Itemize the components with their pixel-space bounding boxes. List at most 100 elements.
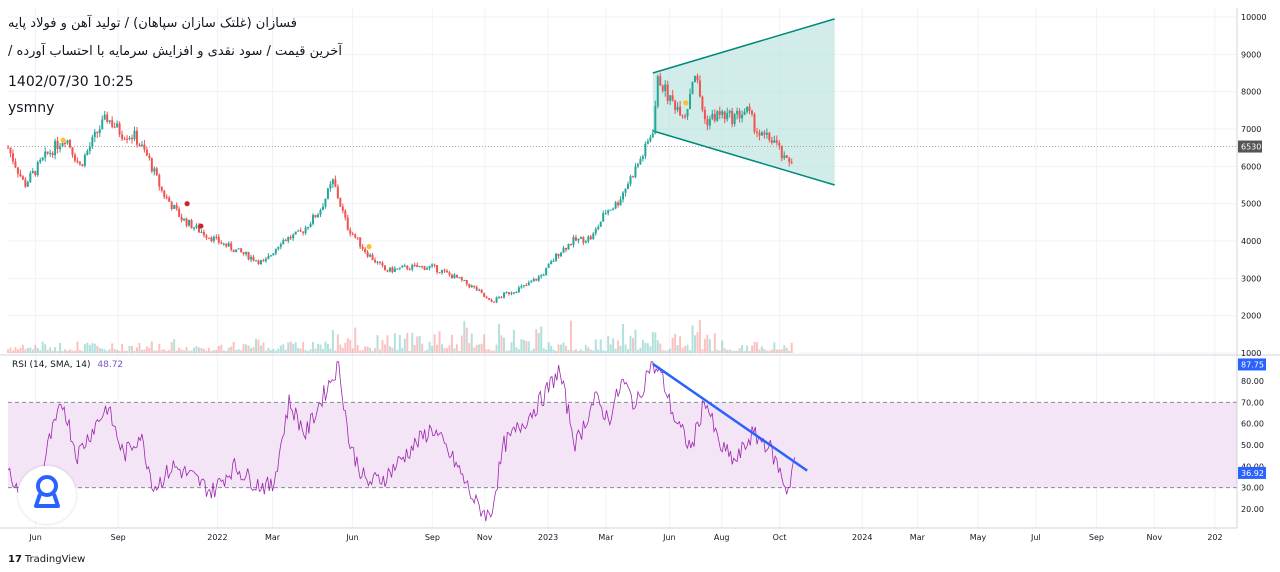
volume-bar — [458, 350, 461, 353]
volume-bar — [126, 350, 129, 353]
event-marker-yellow[interactable] — [683, 100, 689, 106]
candle-body — [783, 155, 786, 159]
volume-bar — [264, 350, 267, 353]
volume-bar — [54, 347, 57, 353]
candle-body — [312, 215, 315, 224]
candle-body — [641, 156, 644, 159]
volume-bar — [235, 350, 238, 353]
candle-body — [431, 264, 434, 267]
volume-bar — [736, 350, 739, 353]
volume-bar — [728, 349, 731, 353]
candle-body — [41, 157, 44, 160]
candle-body — [406, 265, 409, 270]
volume-bar — [569, 320, 572, 353]
candle-body — [388, 267, 391, 272]
candle-body — [262, 260, 265, 262]
volume-bar — [426, 349, 429, 353]
candle-body — [19, 173, 22, 177]
volume-bar — [148, 347, 151, 353]
volume-bar — [624, 344, 627, 353]
volume-bar — [646, 343, 649, 353]
volume-bar — [26, 347, 29, 353]
volume-bar — [349, 339, 352, 353]
price-axis[interactable]: 10000 9000 8000 7000 6000 5000 4000 3000 2000 100… — [8, 8, 1266, 528]
volume-bar — [527, 341, 530, 353]
time-tick-label: Jul — [1030, 533, 1041, 542]
volume-bar — [574, 349, 577, 353]
volume-bar — [212, 350, 215, 353]
volume-bar — [366, 346, 369, 353]
volume-bar — [106, 350, 109, 353]
candle-body — [86, 151, 89, 156]
volume-bar — [751, 345, 754, 353]
tradingview-logo[interactable]: 17 TradingView — [8, 554, 85, 565]
volume-bar — [88, 344, 91, 353]
event-marker-yellow[interactable] — [60, 137, 66, 143]
event-marker-yellow[interactable] — [366, 244, 372, 250]
candle-body — [565, 247, 568, 250]
volume-bar — [604, 350, 607, 353]
candle-body — [46, 151, 49, 154]
candle-body — [718, 111, 721, 115]
candle-body — [217, 236, 220, 243]
price-tick-label: 1000 — [1241, 349, 1261, 358]
volume-bar — [222, 350, 225, 353]
candle-body — [359, 237, 362, 247]
volume-bar — [721, 340, 724, 353]
time-axis[interactable]: Jun Sep 2022 Mar Jun Sep Nov 2023 Mar Jun Aug Oct 20… — [28, 533, 1222, 542]
candle-body — [304, 227, 307, 233]
event-marker-red[interactable] — [184, 201, 190, 207]
rsi-legend[interactable]: RSI (14, SMA, 14) 48.72 — [12, 360, 123, 370]
candle-body — [220, 242, 223, 244]
channel-upper-line[interactable] — [652, 18, 835, 74]
volume-bar — [726, 349, 729, 353]
channel-lower-line[interactable] — [652, 130, 835, 186]
volume-bar — [567, 349, 570, 353]
volume-bar — [510, 342, 513, 353]
candle-body — [250, 256, 253, 260]
candle-body — [274, 248, 277, 254]
candle-body — [498, 297, 501, 299]
candle-body — [604, 213, 607, 215]
volume-bar — [36, 347, 39, 353]
volume-bar — [175, 350, 178, 353]
candle-body — [299, 230, 302, 232]
candle-body — [381, 262, 384, 266]
price-tick-label: 8000 — [1241, 88, 1261, 97]
rsi-trendline[interactable] — [652, 362, 808, 472]
last-price-tag — [1238, 140, 1262, 153]
candle-body — [175, 205, 178, 209]
volume-bar — [91, 343, 94, 353]
volume-bar — [185, 347, 188, 353]
volume-bar — [708, 339, 711, 353]
candle-body — [505, 292, 508, 294]
candle-body — [743, 111, 746, 115]
candle-body — [292, 234, 295, 239]
candle-body — [51, 152, 54, 156]
volume-bar — [388, 346, 391, 353]
candle-body — [356, 237, 359, 239]
candle-body — [178, 208, 181, 217]
volume-bar — [560, 344, 563, 353]
event-marker-red[interactable] — [198, 223, 204, 229]
volume-bar — [113, 348, 116, 353]
candle-body — [11, 153, 14, 162]
candle-body — [252, 256, 255, 261]
volume-bar — [470, 333, 473, 353]
volume-bar — [775, 349, 778, 353]
volume-bar — [138, 343, 141, 353]
time-tick-label: Jun — [28, 533, 42, 542]
volume-bar — [542, 348, 545, 353]
volume-bar — [589, 349, 592, 353]
candle-body — [121, 134, 124, 139]
candle-body — [731, 110, 734, 125]
candle-body — [676, 106, 679, 110]
candle-body — [646, 141, 649, 144]
candle-body — [98, 129, 101, 133]
candle-body — [547, 264, 550, 268]
volume-bar — [356, 345, 359, 353]
candle-body — [701, 96, 704, 110]
candle-body — [525, 285, 528, 287]
volume-bar — [693, 335, 696, 353]
candle-body — [294, 231, 297, 235]
